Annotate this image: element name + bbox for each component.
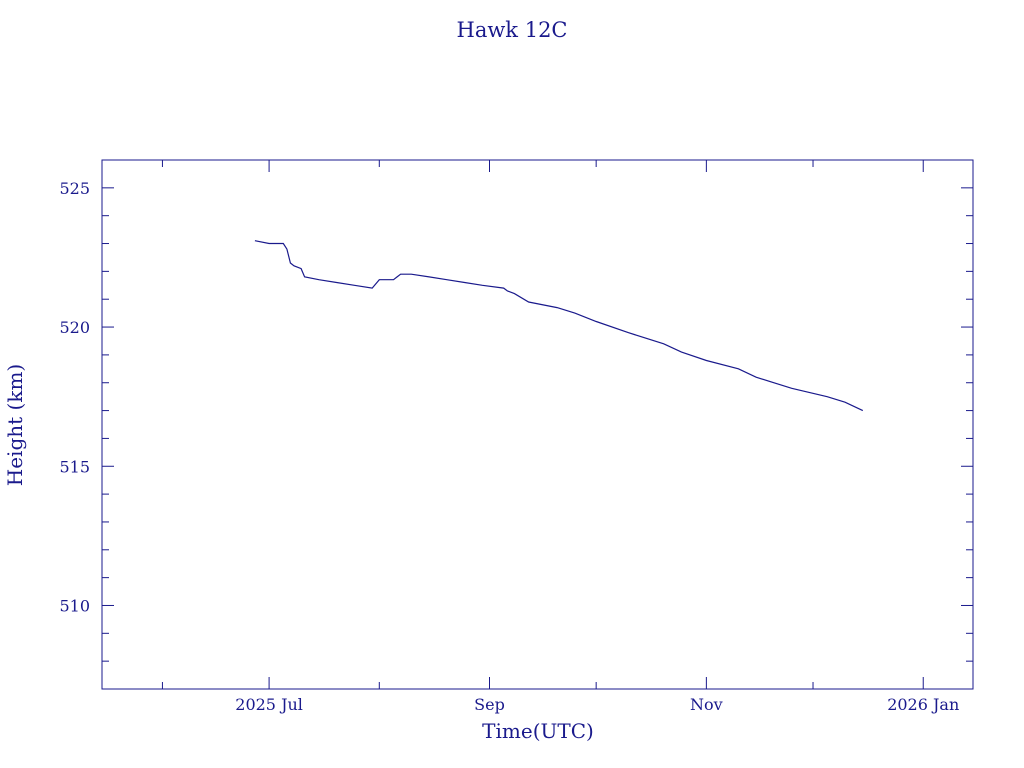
x-tick-label: Sep xyxy=(474,695,505,714)
y-tick-label: 525 xyxy=(59,179,90,198)
axis-ticks xyxy=(102,159,973,690)
series-line xyxy=(254,240,864,412)
x-tick-label: 2025 Jul xyxy=(235,695,303,714)
x-tick-label: 2026 Jan xyxy=(887,695,959,714)
plot-frame xyxy=(101,159,974,690)
y-tick-label: 515 xyxy=(59,457,90,476)
axis-tick-labels: 510 515 520 525 2025 Jul Sep Nov 2026 Jan xyxy=(59,179,959,714)
y-tick-label: 510 xyxy=(59,596,90,615)
x-axis-title: Time(UTC) xyxy=(482,719,594,743)
y-tick-label: 520 xyxy=(59,318,90,337)
chart-title: Hawk 12C xyxy=(457,18,568,42)
y-axis-title: Height (km) xyxy=(3,364,27,486)
series-layer xyxy=(254,240,864,412)
x-tick-label: Nov xyxy=(690,695,723,714)
